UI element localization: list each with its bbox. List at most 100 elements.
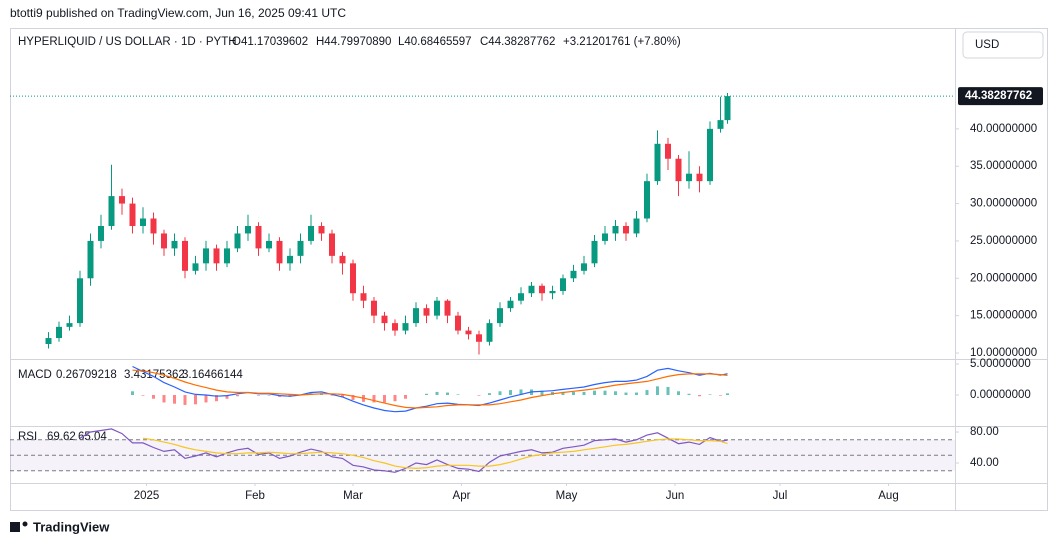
histogram-bar <box>225 395 229 399</box>
symbol: HYPERLIQUID / US DOLLAR · 1D · PYTH <box>18 36 237 48</box>
candle-body <box>350 263 356 294</box>
histogram-bar <box>572 391 575 396</box>
candle-body <box>602 233 608 241</box>
indicator-line <box>132 365 728 413</box>
y-tick-label: 30.00000000 <box>970 198 1037 210</box>
histogram-bar <box>372 395 376 403</box>
histogram-bar <box>141 395 145 396</box>
histogram-bar <box>435 391 439 396</box>
candle-body <box>329 233 335 256</box>
histogram-bar <box>351 395 355 400</box>
candle-body <box>591 240 598 264</box>
candle-body <box>66 323 73 327</box>
x-tick-label: Jun <box>666 490 685 502</box>
candle-body <box>360 293 367 301</box>
candle-body <box>108 196 115 226</box>
candle-body <box>318 225 325 234</box>
histogram-bar <box>425 393 428 396</box>
indicator-line <box>79 428 728 473</box>
y-tick-label: 40.00 <box>970 457 999 469</box>
candle-body <box>224 248 230 264</box>
macd-hist-value: 0.26709218 <box>56 369 117 381</box>
histogram-bar <box>131 391 134 396</box>
histogram-bar <box>477 395 481 396</box>
y-tick-label: 25.00000000 <box>970 235 1037 247</box>
candle-body <box>266 240 272 249</box>
last-price-tag <box>958 87 1043 106</box>
histogram-bar <box>173 395 176 404</box>
candle-body <box>497 308 503 324</box>
candle-body <box>717 120 724 129</box>
candle-body <box>182 240 188 271</box>
y-tick-label: 10.00000000 <box>970 347 1037 359</box>
candle-body <box>161 233 167 249</box>
histogram-bar <box>404 395 407 399</box>
histogram-bar <box>215 395 218 402</box>
histogram-bar <box>446 392 449 396</box>
histogram-bar <box>708 394 712 396</box>
x-tick-label: Aug <box>878 490 898 502</box>
candle-body <box>192 263 199 271</box>
candle-body <box>654 143 661 182</box>
candle-body <box>77 278 83 324</box>
candle-body <box>297 240 304 256</box>
candle-body <box>444 300 451 316</box>
histogram-bar <box>152 395 155 399</box>
candle-body <box>570 270 577 279</box>
histogram-bar <box>582 391 586 396</box>
currency-button[interactable] <box>962 31 1044 59</box>
candle-body <box>539 285 545 294</box>
close: C44.38287762 <box>480 36 555 48</box>
candle-body <box>140 218 146 226</box>
candle-body <box>675 158 682 182</box>
y-tick-label: 35.00000000 <box>970 160 1037 172</box>
candle-body <box>56 326 62 339</box>
candle-body <box>423 308 430 316</box>
histogram-bar <box>267 395 271 396</box>
last-price-label: 44.38287762 <box>965 90 1032 102</box>
histogram-bar <box>194 395 197 405</box>
candle-body <box>308 225 314 241</box>
candle-body <box>129 203 136 226</box>
candle-body <box>413 308 419 324</box>
x-tick-label: 2025 <box>134 490 160 502</box>
macd-title: MACD <box>18 369 52 381</box>
change: +3.21201761 (+7.80%) <box>563 36 681 48</box>
candle-body <box>724 96 731 121</box>
histogram-bar <box>698 395 701 397</box>
x-tick-label: May <box>556 490 578 502</box>
candle-body <box>203 248 209 264</box>
candle-body <box>402 323 409 331</box>
histogram-bar <box>614 391 617 396</box>
histogram-bar <box>519 389 523 396</box>
candle-body <box>644 181 650 219</box>
histogram-bar <box>656 386 659 396</box>
histogram-bar <box>183 395 187 405</box>
candle-body <box>696 173 703 182</box>
candle-body <box>455 315 461 331</box>
histogram-bar <box>236 395 239 397</box>
candle-body <box>612 225 619 234</box>
open: O41.17039602 <box>232 36 308 48</box>
indicator-line <box>132 369 728 409</box>
rsi-ma-value: 65.04 <box>78 431 107 443</box>
histogram-bar <box>540 390 544 396</box>
brand: TradingView <box>33 519 110 534</box>
histogram-bar <box>162 395 166 403</box>
candle-body <box>245 225 251 234</box>
logo: TradingView <box>10 519 110 534</box>
histogram-bar <box>677 391 680 396</box>
candle-body <box>119 196 125 204</box>
histogram-bar <box>257 395 260 396</box>
histogram-bar <box>687 393 691 396</box>
y-tick-label: 15.00000000 <box>970 310 1037 322</box>
histogram-bar <box>719 395 722 396</box>
candle-body <box>665 143 671 159</box>
histogram-bar <box>498 391 502 396</box>
histogram-bar <box>666 386 670 396</box>
candle-body <box>287 255 293 264</box>
candle-body <box>707 128 713 182</box>
candle-body <box>486 323 493 342</box>
candle-body <box>45 338 52 345</box>
